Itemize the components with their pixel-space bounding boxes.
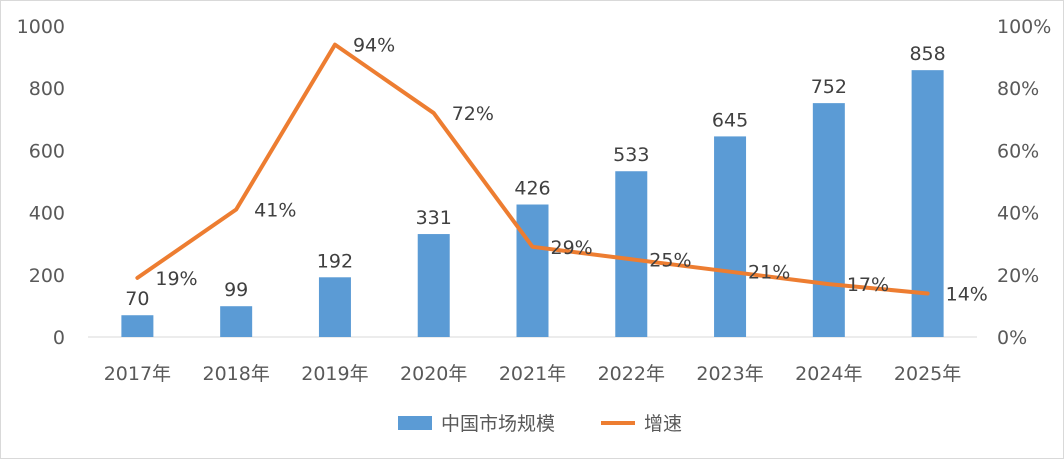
bar-value-label: 533	[613, 144, 649, 166]
x-axis-tick: 2022年	[598, 363, 665, 385]
legend-label-growth-rate: 增速	[644, 413, 682, 435]
bar-market-size	[318, 277, 351, 337]
right-axis-tick: 0%	[997, 327, 1027, 349]
x-axis-labels: 2017年 2018年 2019年 2020年 2021年 2022年 2023年 2024年…	[104, 363, 962, 385]
right-axis-tick: 80%	[997, 78, 1039, 100]
left-axis-tick: 400	[29, 203, 65, 225]
bar-value-label: 70	[125, 288, 149, 310]
line-value-label: 17%	[847, 274, 889, 296]
right-axis-tick: 40%	[997, 203, 1039, 225]
legend-swatch-market-size	[398, 416, 432, 430]
x-axis-tick: 2025年	[894, 363, 961, 385]
left-axis-tick: 600	[29, 140, 65, 162]
line-value-label: 25%	[649, 249, 691, 271]
line-value-label: 14%	[946, 283, 988, 305]
bar-value-label: 331	[416, 207, 452, 229]
bar-market-size	[714, 136, 747, 337]
line-value-label: 94%	[353, 35, 395, 57]
bar-value-label: 858	[909, 43, 945, 65]
line-value-label: 19%	[155, 268, 197, 290]
right-axis-tick: 60%	[997, 140, 1039, 162]
bar-market-size	[615, 171, 648, 337]
bar-market-size	[812, 103, 845, 338]
left-axis-tick: 800	[29, 78, 65, 100]
right-axis: 0% 20% 40% 60% 80% 100%	[997, 16, 1051, 349]
x-axis-tick: 2023年	[696, 363, 763, 385]
bar-value-label: 99	[224, 279, 248, 301]
right-axis-tick: 20%	[997, 265, 1039, 287]
bar-market-size	[121, 315, 154, 337]
line-data-labels: 19% 41% 94% 72% 29% 25% 21% 17% 14%	[155, 35, 987, 306]
bar-value-label: 645	[712, 109, 748, 131]
line-value-label: 72%	[452, 103, 494, 125]
legend: 中国市场规模 增速	[398, 413, 682, 435]
line-value-label: 21%	[748, 262, 790, 284]
bar-value-label: 192	[317, 250, 353, 272]
left-axis-tick: 1000	[17, 16, 65, 38]
bar-market-size	[417, 234, 450, 337]
left-axis-tick: 200	[29, 265, 65, 287]
bar-value-label: 426	[514, 178, 550, 200]
bar-market-size	[220, 306, 253, 337]
line-value-label: 41%	[254, 199, 296, 221]
x-axis-tick: 2021年	[499, 363, 566, 385]
left-axis: 0 200 400 600 800 1000	[17, 16, 65, 349]
x-axis-tick: 2024年	[795, 363, 862, 385]
x-axis-tick: 2020年	[400, 363, 467, 385]
line-value-label: 29%	[551, 237, 593, 259]
growth-rate-line	[135, 42, 930, 296]
legend-label-market-size: 中国市场规模	[441, 413, 555, 435]
bar-market-size	[516, 204, 549, 337]
right-axis-tick: 100%	[997, 16, 1051, 38]
bar-data-labels: 70 99 192 331 426 533 645 752 858	[125, 43, 945, 310]
x-axis-tick: 2019年	[301, 363, 368, 385]
bar-value-label: 752	[811, 76, 847, 98]
bar-market-size	[911, 70, 944, 338]
x-axis-tick: 2018年	[202, 363, 269, 385]
left-axis-tick: 0	[53, 327, 65, 349]
x-axis-tick: 2017年	[104, 363, 171, 385]
